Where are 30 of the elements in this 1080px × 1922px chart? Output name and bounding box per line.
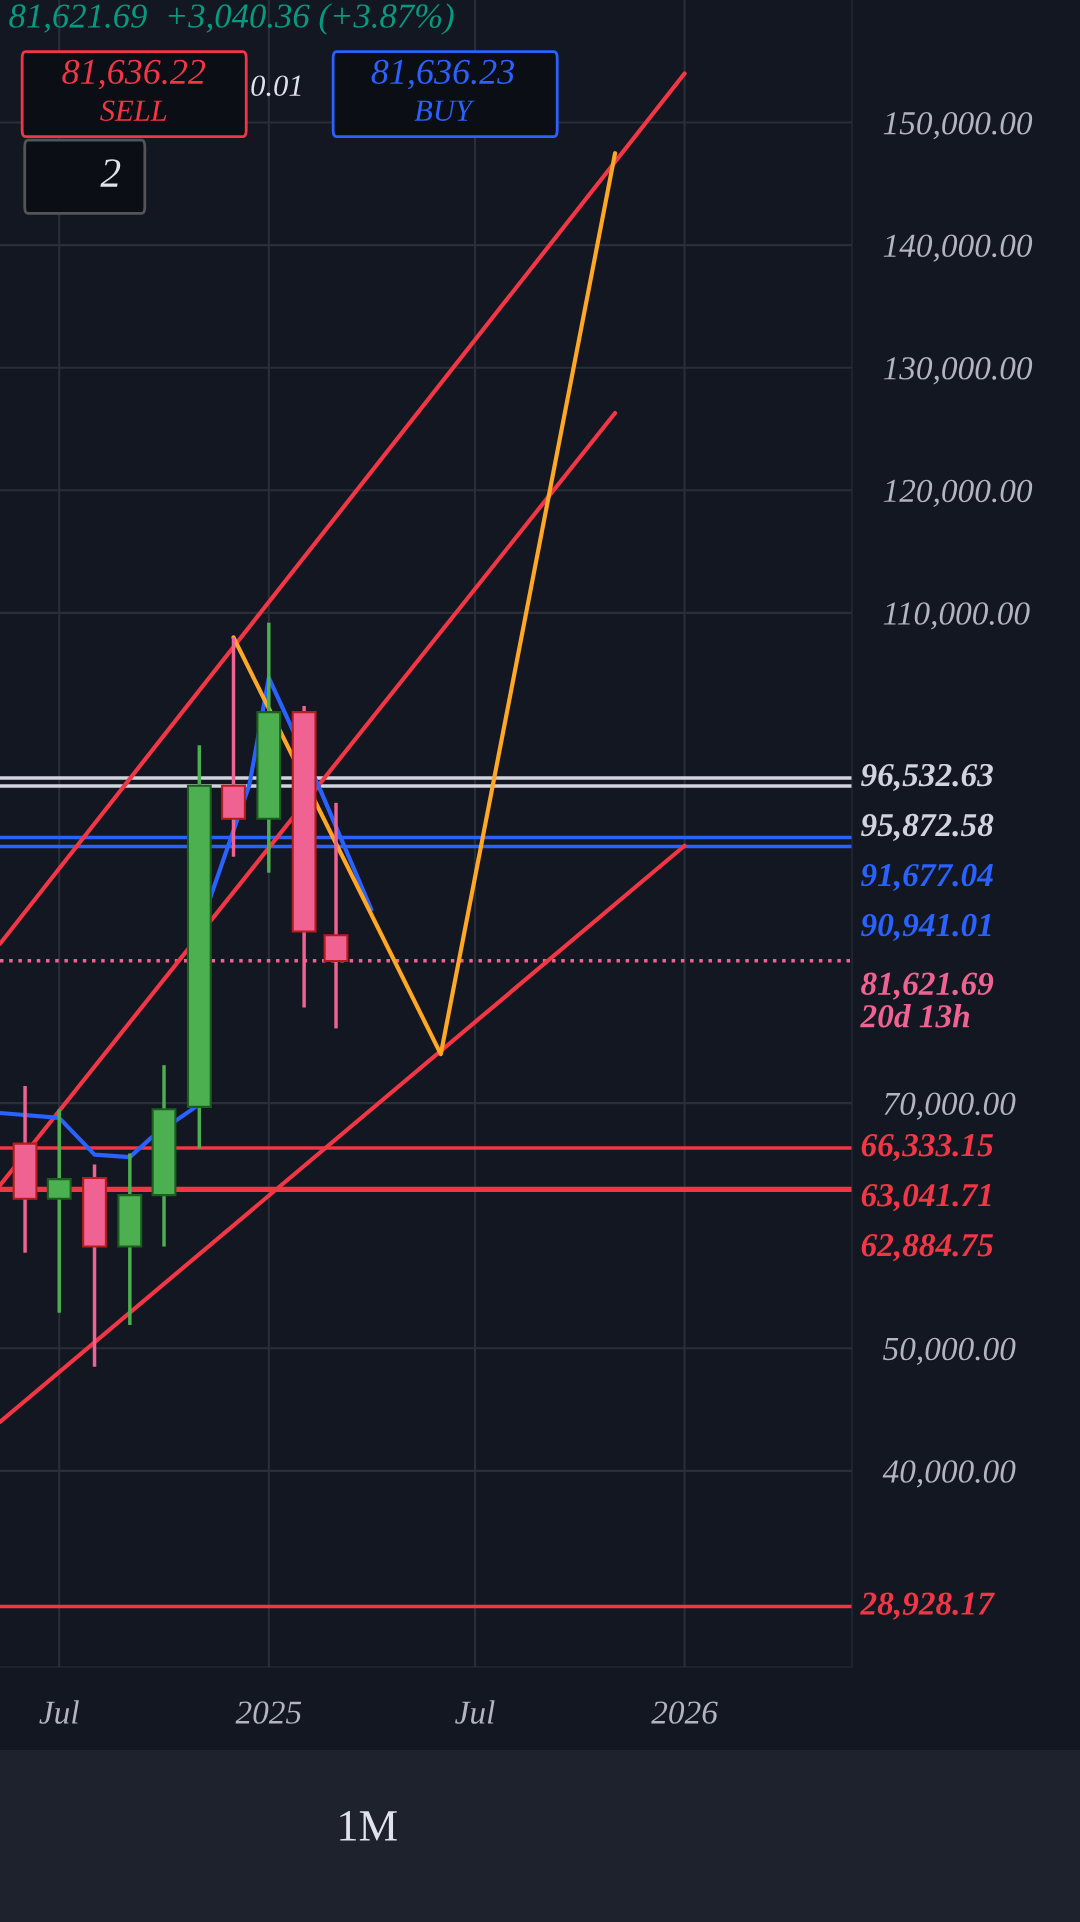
ref-line-label: 66,333.15 [861,1134,993,1162]
x-tick-label: Jul [455,1700,495,1724]
y-tick-label: 110,000.00 [883,602,1030,630]
x-tick-label: Jul [39,1700,79,1724]
annotation: 81,636.23 [371,59,515,90]
x-tick-label: 2026 [651,1701,718,1724]
chart-title: 81,621.69 +3,040.36 (+3.87%) [9,3,454,35]
ref-line-label: 62,884.75 [861,1233,993,1262]
text: 1M [340,1811,397,1841]
ref-line-label: 95,872.58 [861,813,994,842]
annotation: SELL [100,100,167,121]
ref-line-label: 90,941.01 [861,913,991,942]
ref-line-label: 81,621.69 20d 13h [860,972,994,1028]
y-tick-label: 120,000.00 [883,479,1033,507]
y-tick-label: 150,000.00 [883,111,1033,140]
ref-line-label: 63,041.71 [861,1183,991,1212]
ref-line-label: 28,928.17 [860,1592,995,1620]
y-tick-label: 140,000.00 [883,234,1033,262]
y-tick-label: 50,000.00 [883,1337,1016,1365]
annotation: 2 [100,159,121,187]
y-tick-label: 70,000.00 [884,1092,1016,1120]
annotation: 81,636.22 [62,59,206,90]
y-tick-label: 40,000.00 [882,1460,1016,1488]
y-tick-label: 130,000.00 [883,357,1033,385]
annotation: BUY [414,100,475,121]
annotation: 0.01 [251,75,301,97]
ref-line-label: 91,677.04 [861,863,993,892]
ref-line-label: 96,532.63 [861,763,993,792]
candlestick [46,1109,72,1313]
x-tick-label: 2025 [235,1701,302,1724]
